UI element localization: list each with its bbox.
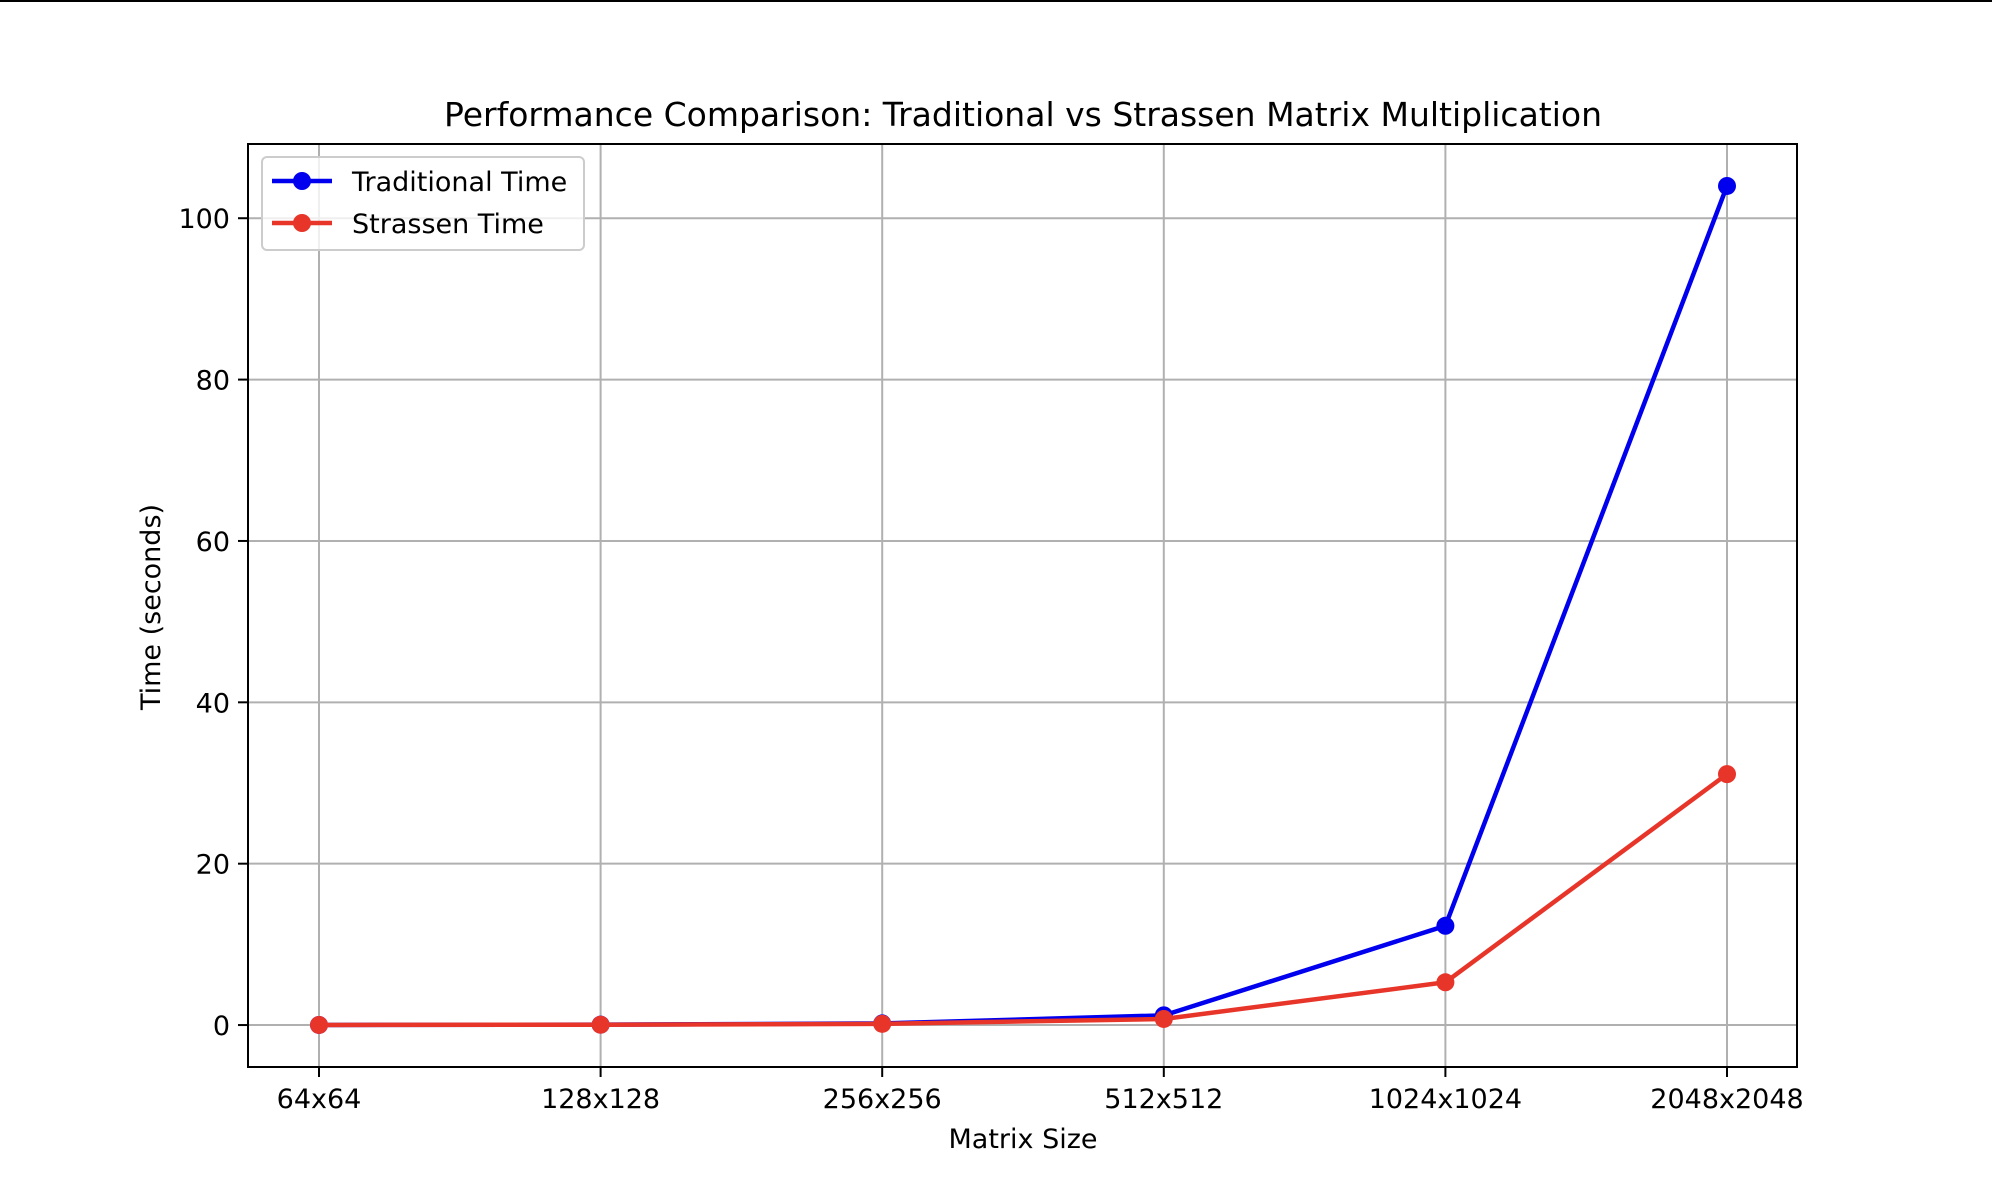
y-axis-title: Time (seconds) [136, 504, 167, 711]
series-strassen-time [310, 765, 1736, 1034]
x-tick-label: 128x128 [541, 1084, 660, 1115]
chart-title: Performance Comparison: Traditional vs S… [444, 95, 1602, 134]
data-point [1718, 176, 1736, 195]
series-layer [310, 176, 1736, 1034]
x-tick-label: 256x256 [823, 1084, 942, 1115]
legend[interactable]: Traditional Time Strassen Time [261, 156, 585, 251]
legend-swatch-marker [293, 172, 311, 190]
legend-label: Traditional Time [351, 167, 567, 198]
legend-box [261, 156, 585, 251]
series-traditional-time [310, 176, 1736, 1034]
legend-swatch-marker [293, 214, 311, 232]
grid [248, 144, 1797, 1067]
legend-label: Strassen Time [352, 209, 544, 240]
y-tick-label: 40 [196, 688, 230, 719]
x-tick-label: 1024x1024 [1369, 1084, 1522, 1115]
y-tick-label: 20 [196, 850, 230, 881]
ticks: 64x64 128x128 256x256 512x512 1024x1024 2048x… [178, 204, 1803, 1115]
x-tick-label: 2048x2048 [1650, 1084, 1803, 1115]
x-tick-label: 512x512 [1104, 1084, 1223, 1115]
data-point [1436, 973, 1455, 992]
data-point [1154, 1009, 1173, 1028]
data-point [591, 1015, 610, 1034]
data-point [1718, 765, 1736, 784]
data-point [310, 1015, 328, 1034]
x-tick-label: 64x64 [277, 1084, 362, 1115]
x-axis-title: Matrix Size [948, 1124, 1097, 1155]
series-line [318, 772, 1729, 1028]
data-point [1436, 916, 1455, 935]
data-point [873, 1014, 892, 1033]
legend-item[interactable]: Traditional Time [272, 167, 567, 198]
y-tick-label: 100 [178, 204, 230, 235]
legend-item[interactable]: Strassen Time [272, 209, 544, 240]
y-tick-label: 60 [196, 527, 230, 558]
series-line [318, 185, 1730, 1028]
top-border [0, 0, 1992, 2]
y-tick-label: 80 [196, 366, 230, 397]
plot-frame [247, 143, 1798, 1068]
y-tick-label: 0 [213, 1011, 230, 1042]
